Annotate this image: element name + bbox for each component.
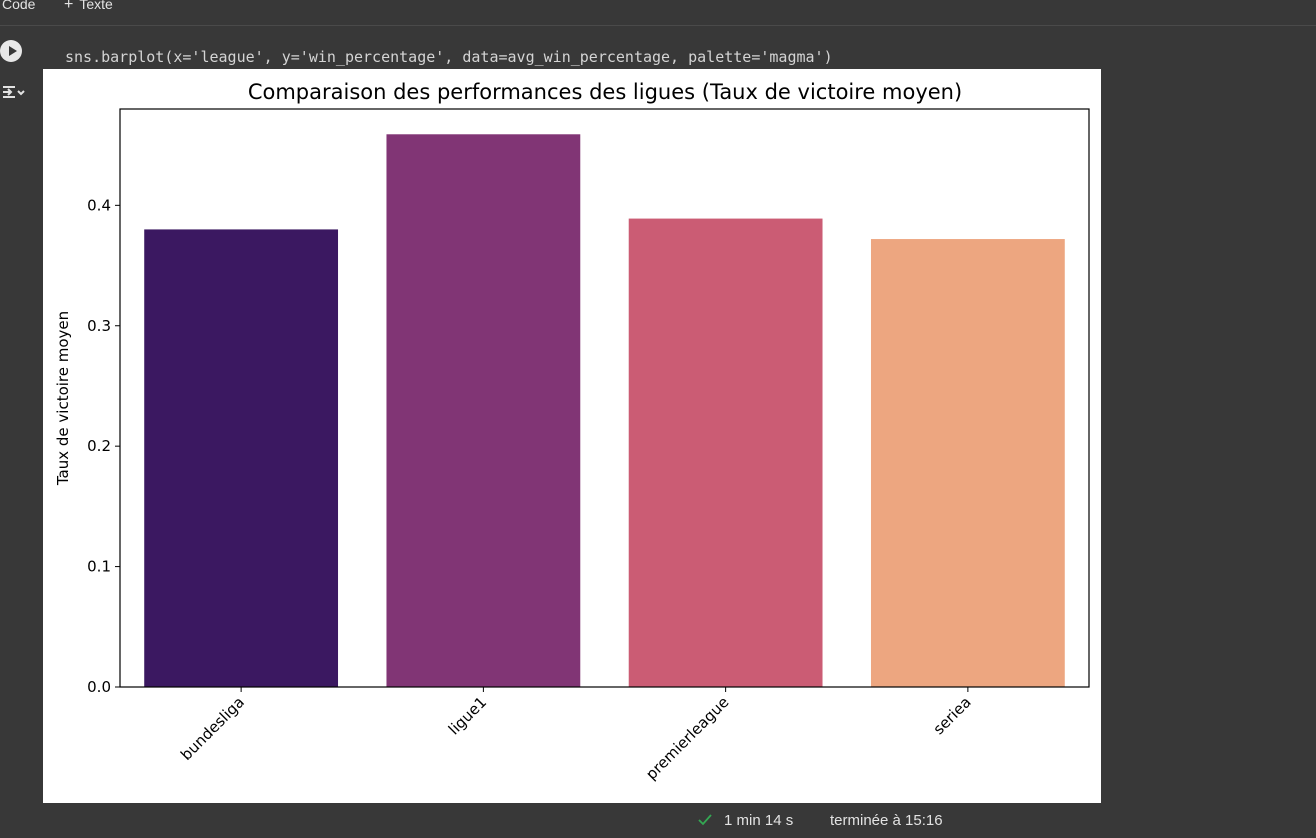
status-bar: 1 min 14 s terminée à 15:16	[0, 803, 1316, 838]
y-axis-label: Taux de victoire moyen	[54, 311, 72, 486]
output-actions-icon[interactable]	[0, 82, 26, 104]
bar-premierleague	[628, 218, 823, 687]
add-code-label: Code	[2, 0, 36, 12]
add-code-button[interactable]: Code	[2, 0, 35, 14]
notebook-toolbar: Code + Texte	[0, 0, 1316, 26]
execution-duration: 1 min 14 s	[724, 812, 794, 829]
y-tick-label: 0.2	[87, 437, 111, 455]
plus-icon: +	[64, 0, 74, 13]
run-cell-button[interactable]	[0, 40, 22, 62]
x-tick-label: bundesliga	[177, 693, 248, 764]
x-tick-label: seriea	[930, 693, 975, 738]
y-tick-label: 0.4	[87, 196, 111, 214]
x-tick-label: premierleague	[642, 693, 732, 783]
chart-title: Comparaison des performances des ligues …	[248, 80, 962, 104]
execution-finished-time: terminée à 15:16	[830, 812, 943, 829]
bar-bundesliga	[144, 229, 339, 687]
y-tick-label: 0.1	[87, 558, 111, 576]
add-text-button[interactable]: + Texte	[64, 0, 113, 14]
add-text-label: Texte	[79, 0, 113, 12]
code-editor-line[interactable]: sns.barplot(x='league', y='win_percentag…	[65, 48, 833, 66]
plot-frame	[119, 108, 1090, 688]
bar-ligue1	[386, 134, 581, 688]
y-tick-label: 0.0	[87, 678, 111, 696]
bar-seriea	[870, 239, 1065, 688]
cell-output: Comparaison des performances des ligues …	[43, 69, 1101, 803]
y-tick-label: 0.3	[87, 317, 111, 335]
bar-chart: Comparaison des performances des ligues …	[54, 80, 1090, 783]
x-tick-label: ligue1	[445, 693, 490, 738]
check-icon	[697, 813, 713, 831]
